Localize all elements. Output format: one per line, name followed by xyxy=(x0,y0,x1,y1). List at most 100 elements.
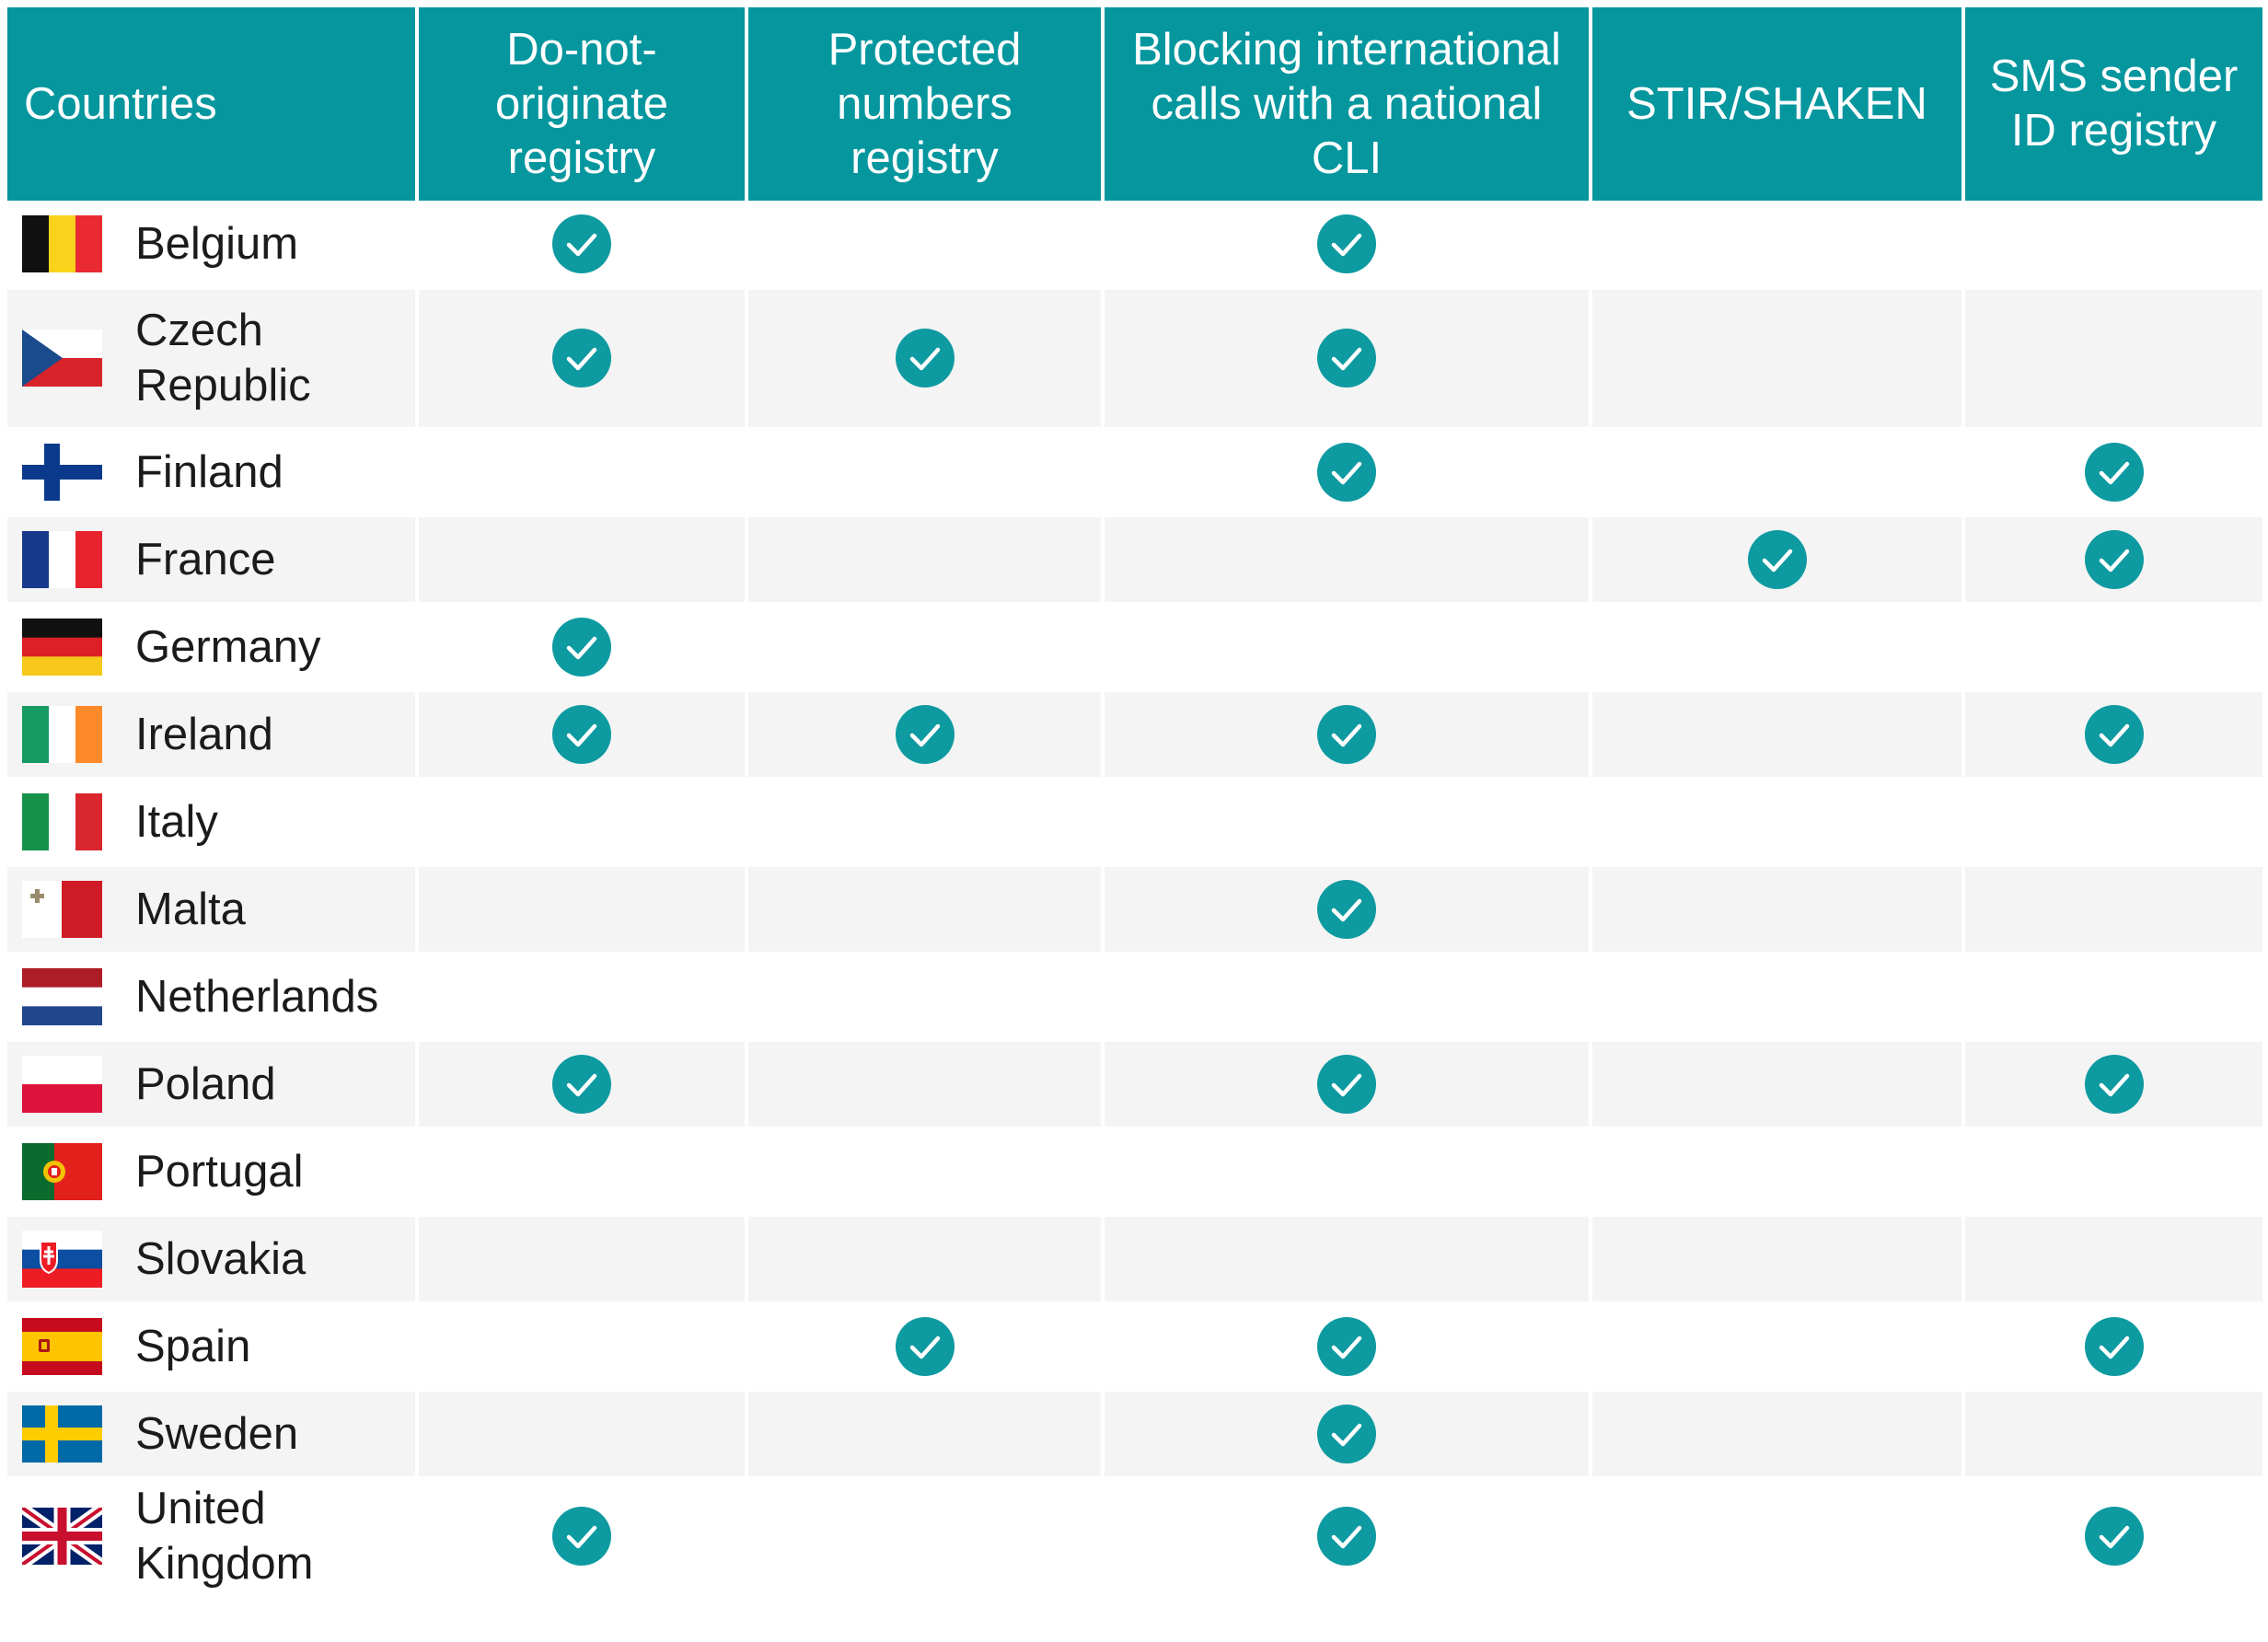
cell-sms-sender-id xyxy=(1963,288,2262,430)
check-icon xyxy=(2084,704,2144,764)
cell-protected-numbers xyxy=(746,1215,1105,1304)
check-icon xyxy=(1317,879,1376,939)
cell-sms-sender-id xyxy=(1963,953,2262,1042)
check-icon xyxy=(895,704,955,764)
check-icon xyxy=(552,214,611,273)
country-cell: Netherlands xyxy=(7,953,419,1042)
portugal-flag xyxy=(22,1142,102,1200)
cell-stir-shaken xyxy=(1591,865,1965,954)
check-icon xyxy=(552,617,611,676)
country-cell: Malta xyxy=(7,865,419,954)
cell-blocking-international-calls xyxy=(1103,1215,1592,1304)
cell-protected-numbers xyxy=(746,515,1105,605)
table-row: Slovakia xyxy=(7,1215,2262,1304)
country-name: Poland xyxy=(135,1058,276,1109)
column-header-stir-shaken: STIR/SHAKEN xyxy=(1591,7,1965,201)
check-icon xyxy=(1317,704,1376,764)
check-icon xyxy=(2084,1507,2144,1566)
cell-sms-sender-id xyxy=(1963,428,2262,517)
cell-stir-shaken xyxy=(1591,1215,1965,1304)
cell-protected-numbers xyxy=(746,1127,1105,1217)
netherlands-flag xyxy=(22,967,102,1025)
country-cell: United Kingdom xyxy=(7,1477,419,1597)
check-icon xyxy=(1747,529,1807,589)
country-label-group: Finland xyxy=(7,443,415,501)
cell-blocking-international-calls xyxy=(1103,778,1592,867)
country-label-group: Portugal xyxy=(7,1142,415,1200)
country-label-group: Italy xyxy=(7,792,415,850)
cell-blocking-international-calls xyxy=(1103,201,1592,290)
country-label-group: Poland xyxy=(7,1055,415,1113)
column-header-blocking-international-calls: Blocking international calls with a nati… xyxy=(1103,7,1592,201)
check-icon xyxy=(552,704,611,764)
cell-stir-shaken xyxy=(1591,1390,1965,1479)
cell-stir-shaken xyxy=(1591,690,1965,780)
country-name: Germany xyxy=(135,621,321,672)
cell-blocking-international-calls xyxy=(1103,690,1592,780)
country-name: Netherlands xyxy=(135,971,379,1022)
belgium-flag xyxy=(22,214,102,272)
cell-sms-sender-id xyxy=(1963,603,2262,692)
check-icon xyxy=(2084,442,2144,502)
cell-blocking-international-calls xyxy=(1103,1390,1592,1479)
cell-stir-shaken xyxy=(1591,201,1965,290)
cell-stir-shaken xyxy=(1591,288,1965,430)
check-icon xyxy=(895,1316,955,1376)
check-icon xyxy=(895,329,955,387)
country-cell: Finland xyxy=(7,428,419,517)
country-name: Slovakia xyxy=(135,1233,307,1284)
italy-flag xyxy=(22,792,102,850)
country-label-group: United Kingdom xyxy=(7,1481,415,1591)
cell-blocking-international-calls xyxy=(1103,1302,1592,1392)
cell-sms-sender-id xyxy=(1963,515,2262,605)
cell-protected-numbers xyxy=(746,288,1105,430)
cell-blocking-international-calls xyxy=(1103,1477,1592,1597)
cell-protected-numbers xyxy=(746,603,1105,692)
check-icon xyxy=(1317,1507,1376,1566)
cell-stir-shaken xyxy=(1591,1040,1965,1129)
cell-stir-shaken xyxy=(1591,515,1965,605)
cell-do-not-originate xyxy=(417,201,748,290)
table-row: Czech Republic xyxy=(7,288,2262,430)
table-row: Portugal xyxy=(7,1127,2262,1217)
table-row: Spain xyxy=(7,1302,2262,1392)
cell-protected-numbers xyxy=(746,201,1105,290)
cell-sms-sender-id xyxy=(1963,1302,2262,1392)
cell-sms-sender-id xyxy=(1963,865,2262,954)
check-icon xyxy=(2084,529,2144,589)
cell-do-not-originate xyxy=(417,953,748,1042)
check-icon xyxy=(1317,442,1376,502)
country-cell: Slovakia xyxy=(7,1215,419,1304)
cell-protected-numbers xyxy=(746,428,1105,517)
country-cell: Ireland xyxy=(7,690,419,780)
cell-stir-shaken xyxy=(1591,778,1965,867)
cell-protected-numbers xyxy=(746,1040,1105,1129)
table-row: Ireland xyxy=(7,690,2262,780)
country-name: Finland xyxy=(135,446,284,497)
cell-sms-sender-id xyxy=(1963,201,2262,290)
france-flag xyxy=(22,530,102,588)
cell-stir-shaken xyxy=(1591,1302,1965,1392)
country-name: Malta xyxy=(135,884,246,934)
cell-do-not-originate xyxy=(417,1390,748,1479)
cell-protected-numbers xyxy=(746,953,1105,1042)
check-icon xyxy=(1317,214,1376,273)
column-header-countries: Countries xyxy=(7,7,419,201)
cell-do-not-originate xyxy=(417,1040,748,1129)
registry-comparison-table: Countries Do-not-originate registry Prot… xyxy=(7,7,2262,1597)
check-icon xyxy=(552,1507,611,1566)
table-row: France xyxy=(7,515,2262,605)
cell-blocking-international-calls xyxy=(1103,953,1592,1042)
cell-stir-shaken xyxy=(1591,1477,1965,1597)
country-cell: France xyxy=(7,515,419,605)
cell-do-not-originate xyxy=(417,288,748,430)
check-icon xyxy=(1317,1316,1376,1376)
cell-sms-sender-id xyxy=(1963,778,2262,867)
cell-protected-numbers xyxy=(746,778,1105,867)
check-icon xyxy=(552,329,611,387)
spain-flag xyxy=(22,1317,102,1375)
country-name: Sweden xyxy=(135,1408,299,1459)
sweden-flag xyxy=(22,1405,102,1463)
cell-sms-sender-id xyxy=(1963,1477,2262,1597)
country-label-group: France xyxy=(7,530,415,588)
